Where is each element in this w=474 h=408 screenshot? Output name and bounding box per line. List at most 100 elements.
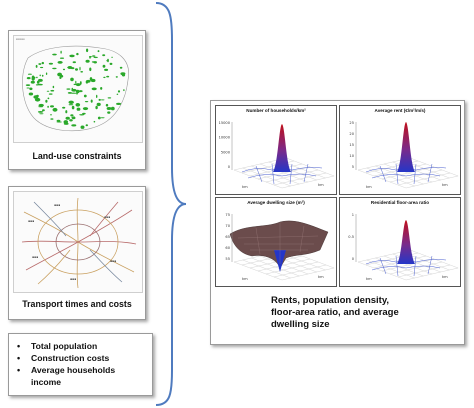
svg-text:▪▪▪: ▪▪▪: [110, 259, 116, 263]
axis-km-label: km: [442, 275, 448, 279]
green-patch: [102, 54, 106, 57]
green-patch: [37, 83, 43, 86]
z-tick-label: 65: [225, 235, 230, 239]
axis-km-label: km: [442, 183, 448, 187]
green-patch: [45, 99, 48, 103]
z-tick-label: 55: [225, 257, 230, 261]
green-patch: [50, 114, 52, 116]
green-patch: [75, 83, 81, 87]
green-patch: [107, 111, 111, 114]
green-patch: [40, 66, 44, 69]
green-patch: [107, 58, 109, 63]
green-patch: [47, 97, 50, 100]
green-patch: [56, 121, 62, 123]
green-patch: [36, 76, 38, 79]
green-patch: [62, 68, 66, 71]
green-patch: [75, 68, 78, 71]
parameters-panel: Total population Construction costs Aver…: [8, 333, 153, 396]
green-patch: [65, 110, 68, 114]
green-patch: [123, 89, 125, 92]
land-use-map-icon: ▪▪▪▪▪▪▪▪: [13, 35, 143, 143]
z-tick-label: 60: [225, 246, 230, 250]
axis-km-label: km: [318, 275, 324, 279]
green-patch: [120, 72, 126, 76]
green-patch: [65, 116, 70, 120]
green-patch: [73, 116, 75, 119]
green-patch: [117, 90, 121, 93]
z-tick-label: 15000: [219, 121, 231, 125]
svg-text:▪▪▪: ▪▪▪: [104, 215, 110, 219]
green-patch: [52, 53, 57, 56]
green-patch: [70, 114, 74, 117]
green-patch: [98, 98, 101, 101]
green-patch: [29, 87, 33, 91]
green-patch: [85, 124, 89, 127]
green-patch: [60, 50, 62, 54]
green-patch: [100, 117, 105, 119]
subplot-title: Residential floor-area ratio: [370, 200, 430, 205]
green-patch: [79, 81, 82, 85]
surface-peak-plot-icon: 15000 10000 5000 0 km km: [219, 121, 335, 189]
green-patch: [106, 75, 110, 78]
green-patch: [110, 106, 115, 111]
subplot-3: Average dwelling size (m²) 75 70 65 60 55 km km: [215, 197, 337, 287]
green-patch: [35, 64, 38, 68]
z-tick-label: 0: [228, 165, 231, 169]
green-patch: [86, 48, 89, 53]
green-patch: [95, 105, 98, 110]
green-patch: [71, 105, 75, 110]
green-patch: [68, 104, 74, 106]
green-patch: [72, 61, 76, 64]
green-patch: [25, 84, 31, 86]
green-patch: [41, 74, 44, 77]
green-patch: [86, 79, 91, 83]
green-patch: [31, 75, 35, 80]
parameters-list: Total population Construction costs Aver…: [9, 340, 152, 388]
output-summary: Rents, population density, floor-area ra…: [271, 295, 463, 331]
subplot-title: Average rent (€/m²/m/s): [374, 108, 426, 113]
surface-sheet-plot-icon: 75 70 65 60 55 km km: [225, 213, 335, 281]
green-patch: [48, 93, 53, 95]
green-patch: [34, 97, 41, 102]
green-patch: [26, 77, 31, 80]
param-average-income: Average households income: [9, 364, 135, 388]
z-tick-label: 0: [352, 257, 355, 261]
green-patch: [50, 89, 55, 92]
green-patch: [27, 73, 32, 75]
output-figure-panel: Number of households/km² 15000 10000 5000 0 k…: [210, 100, 465, 345]
green-patch: [50, 105, 54, 108]
green-patch: [85, 59, 90, 63]
green-patch: [116, 102, 122, 105]
summary-line-3: dwelling size: [271, 319, 330, 330]
green-patch: [59, 57, 65, 59]
z-tick-label: 5000: [221, 150, 231, 154]
z-tick-label: 15: [349, 143, 354, 147]
green-patch: [80, 125, 85, 129]
green-patch: [73, 83, 77, 86]
green-patch: [116, 93, 119, 95]
green-patch: [90, 99, 93, 103]
green-patch: [57, 61, 63, 64]
summary-line-1: Rents, population density,: [271, 295, 390, 306]
z-tick-label: 0.5: [348, 235, 354, 239]
green-patch: [62, 106, 66, 109]
green-patch: [89, 67, 92, 72]
land-use-caption: Land-use constraints: [32, 151, 122, 161]
green-patch: [93, 56, 98, 59]
transport-panel: ▪▪▪ ▪▪▪ ▪▪▪ ▪▪▪ ▪▪▪ ▪▪▪ Transport times and…: [8, 186, 146, 320]
green-patch: [68, 100, 74, 105]
green-patch: [96, 94, 98, 98]
green-patch: [103, 76, 106, 79]
green-patch: [89, 56, 91, 59]
green-patch: [52, 85, 55, 89]
green-patch: [111, 56, 113, 58]
green-patch: [71, 88, 77, 92]
transport-network-lines: ▪▪▪ ▪▪▪ ▪▪▪ ▪▪▪ ▪▪▪ ▪▪▪: [21, 197, 137, 289]
z-tick-label: 75: [225, 213, 230, 217]
svg-text:▪▪▪: ▪▪▪: [70, 277, 76, 281]
green-patch: [78, 90, 83, 93]
green-patch: [76, 52, 79, 56]
green-patch: [67, 66, 73, 69]
green-patch: [42, 109, 45, 112]
green-patch: [79, 114, 85, 116]
